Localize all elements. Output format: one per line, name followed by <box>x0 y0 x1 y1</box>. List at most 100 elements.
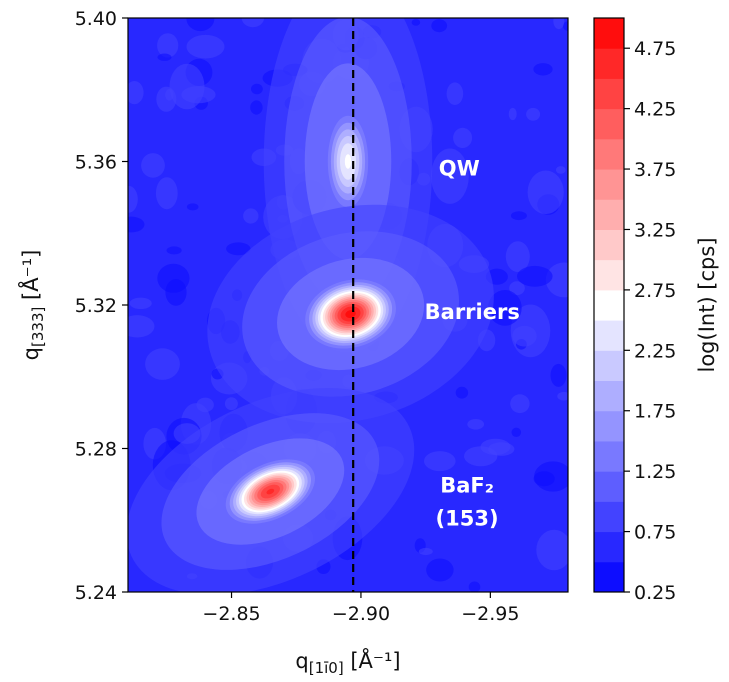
background-patch <box>431 19 448 33</box>
colorbar-tick-label: 4.75 <box>634 38 676 60</box>
background-patch <box>128 216 145 233</box>
background-patch <box>181 86 216 104</box>
contour-level <box>266 488 275 495</box>
background-patch <box>517 265 553 287</box>
background-patch <box>509 281 525 296</box>
background-patch <box>145 348 180 380</box>
colorbar-tick-label: 2.25 <box>634 340 676 362</box>
background-patch <box>526 107 541 121</box>
background-patch <box>426 558 454 582</box>
background-patch <box>196 397 214 413</box>
background-patch <box>446 82 464 105</box>
background-patch <box>510 394 530 414</box>
y-axis: 5.24 5.28 5.32 5.36 5.40 <box>75 8 128 604</box>
background-patch <box>186 18 215 32</box>
colorbar-segment <box>594 561 624 593</box>
colorbar-tick-label: 4.25 <box>634 99 676 121</box>
x-tick-label: −2.95 <box>461 603 519 625</box>
background-patch <box>508 107 517 121</box>
colorbar-tick-label: 1.25 <box>634 461 676 483</box>
x-tick-label: −2.85 <box>202 603 260 625</box>
background-patch <box>464 446 498 467</box>
background-patch <box>527 170 564 215</box>
annotation-line: Barriers <box>425 300 520 324</box>
y-tick-label: 5.36 <box>75 152 117 174</box>
annotation-label: QW <box>439 157 480 181</box>
colorbar-segment <box>594 320 624 351</box>
background-patch <box>431 148 469 204</box>
background-patch <box>226 242 251 256</box>
y-tick-label: 5.24 <box>75 582 117 604</box>
colorbar-segment <box>594 380 624 412</box>
background-patch <box>241 18 265 28</box>
colorbar-segment <box>594 350 624 382</box>
colorbar-segment <box>594 259 624 291</box>
background-patch <box>157 263 190 293</box>
colorbar-segment <box>594 48 624 79</box>
colorbar-segment <box>594 531 624 563</box>
x-axis-label: q[1ī0] [Å⁻¹] <box>295 647 400 677</box>
background-patch <box>128 81 144 105</box>
background-patch <box>166 246 182 255</box>
annotation-label: BaF₂ (153) <box>436 474 499 531</box>
background-patch <box>157 53 172 61</box>
background-patch <box>550 363 567 387</box>
background-patch <box>224 397 238 411</box>
colorbar-segment <box>594 18 624 49</box>
colorbar-segment <box>594 410 624 442</box>
background-patch <box>468 581 481 592</box>
colorbar-segment <box>594 289 624 321</box>
background-patch <box>250 100 263 115</box>
colorbar-segment <box>594 229 624 261</box>
colorbar-frame <box>593 17 625 593</box>
colorbar-tick-label: 3.25 <box>634 219 676 241</box>
x-tick-label: −2.90 <box>332 603 390 625</box>
colorbar-segment <box>594 471 624 502</box>
background-patch <box>536 529 568 571</box>
background-patch <box>424 451 456 472</box>
colorbar-segment <box>594 78 624 110</box>
background-patch <box>533 63 553 76</box>
colorbar-tick-label: 3.75 <box>634 159 676 181</box>
colorbar-segment <box>594 108 624 140</box>
background-patch <box>488 290 522 326</box>
y-tick-label: 5.32 <box>75 295 117 317</box>
background-patch <box>411 19 421 26</box>
background-patch <box>418 547 433 556</box>
colorbar-tick-label: 2.75 <box>634 280 676 302</box>
background-patch <box>455 386 469 399</box>
background-patch <box>467 419 485 430</box>
background-patch <box>128 185 138 213</box>
y-tick-label: 5.40 <box>75 8 117 30</box>
contour-level <box>344 154 352 169</box>
colorbar-tick-label: 0.25 <box>634 582 676 604</box>
background-patch <box>563 21 568 31</box>
peak-baf2-153- <box>128 387 415 592</box>
peak-contours <box>128 18 494 592</box>
annotation-label: Barriers <box>425 300 520 324</box>
y-tick-label: 5.28 <box>75 439 117 461</box>
colorbar-segment <box>594 199 624 230</box>
background-patch <box>512 325 537 347</box>
colorbar-tick-label: 1.75 <box>634 401 676 423</box>
background-patch <box>510 211 527 221</box>
background-patch <box>555 166 566 174</box>
colorbar-label: log(Int) [cps] <box>695 237 719 372</box>
background-patch <box>128 315 155 338</box>
colorbar-segment <box>594 169 624 200</box>
background-patch <box>155 177 178 210</box>
colorbar-segment <box>594 501 624 533</box>
background-patch <box>141 153 165 178</box>
annotation-line: (153) <box>436 507 499 531</box>
peak-barriers <box>207 204 494 424</box>
background-patch <box>453 127 473 148</box>
colorbar-segment <box>594 440 624 472</box>
background-patch <box>251 83 263 95</box>
background-patch <box>545 262 568 298</box>
peak-annotations: QW Barriers BaF₂ (153) <box>425 157 520 531</box>
background-patch <box>505 241 530 272</box>
background-patch <box>511 427 522 437</box>
colorbar-tick-label: 0.75 <box>634 522 676 544</box>
plot-area <box>127 17 569 593</box>
